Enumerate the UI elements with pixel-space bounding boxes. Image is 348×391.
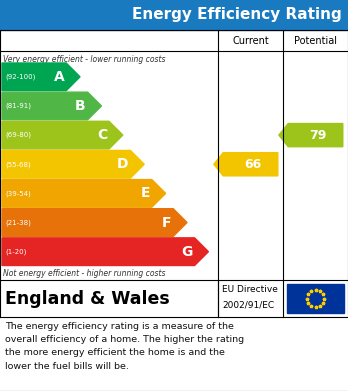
Polygon shape (2, 151, 144, 178)
Text: 2002/91/EC: 2002/91/EC (222, 301, 274, 310)
Text: The energy efficiency rating is a measure of the
overall efficiency of a home. T: The energy efficiency rating is a measur… (5, 322, 244, 371)
Text: C: C (97, 128, 107, 142)
Polygon shape (2, 63, 80, 91)
Text: E: E (140, 187, 150, 201)
Text: Current: Current (232, 36, 269, 46)
Polygon shape (2, 121, 123, 149)
Text: B: B (75, 99, 86, 113)
Text: EU Directive: EU Directive (222, 285, 278, 294)
Text: (81-91): (81-91) (5, 103, 31, 109)
Text: 79: 79 (309, 129, 326, 142)
Text: (69-80): (69-80) (5, 132, 31, 138)
Polygon shape (214, 152, 278, 176)
Text: (1-20): (1-20) (5, 248, 26, 255)
Text: England & Wales: England & Wales (5, 289, 170, 307)
Text: Not energy efficient - higher running costs: Not energy efficient - higher running co… (3, 269, 166, 278)
Polygon shape (2, 179, 166, 207)
Bar (287, 284, 344, 313)
Text: G: G (181, 245, 192, 259)
Text: (92-100): (92-100) (5, 74, 35, 80)
Text: A: A (54, 70, 64, 84)
Text: F: F (162, 215, 171, 230)
Text: 66: 66 (244, 158, 261, 171)
Text: (55-68): (55-68) (5, 161, 31, 167)
Polygon shape (279, 124, 343, 147)
Polygon shape (2, 209, 187, 236)
Polygon shape (2, 238, 208, 265)
Text: D: D (117, 157, 128, 171)
Text: Potential: Potential (294, 36, 337, 46)
Polygon shape (2, 92, 101, 120)
Text: Energy Efficiency Rating: Energy Efficiency Rating (132, 7, 342, 23)
Text: Very energy efficient - lower running costs: Very energy efficient - lower running co… (3, 55, 166, 64)
Bar (0, 0, 348, 30)
Text: (39-54): (39-54) (5, 190, 31, 197)
Text: (21-38): (21-38) (5, 219, 31, 226)
